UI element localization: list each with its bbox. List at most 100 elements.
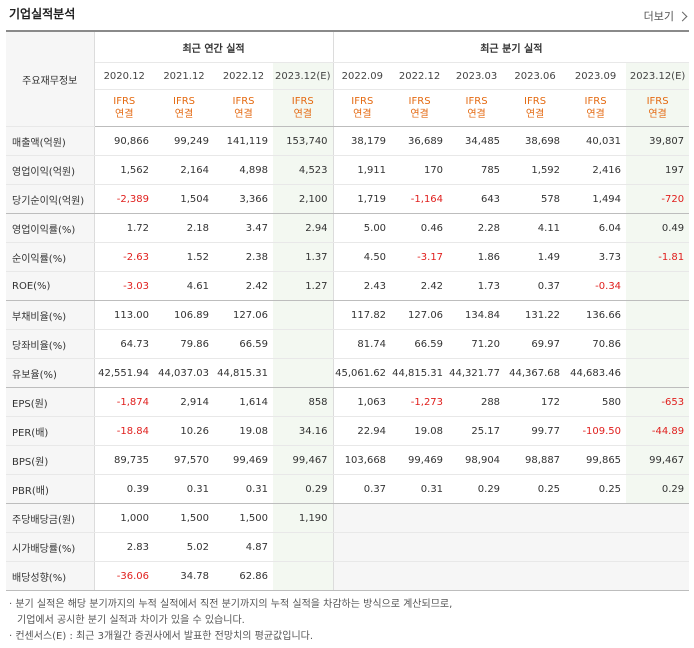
table-cell: 2.28 [448, 213, 506, 243]
table-cell [565, 561, 627, 591]
ifrs-label-bottom: 연결 [174, 109, 194, 120]
ifrs-label-top: IFRS [465, 96, 488, 107]
table-cell: 1.86 [448, 242, 506, 272]
table-cell: 106.89 [154, 300, 214, 330]
table-cell: 64.73 [94, 329, 154, 359]
table-cell: 153,740 [273, 126, 334, 156]
table-cell: 858 [273, 387, 334, 417]
table-cell: 62.86 [214, 561, 273, 591]
ifrs-label-top: IFRS [584, 96, 607, 107]
table-cell [273, 329, 334, 359]
table-cell [505, 532, 566, 562]
row-label: PER(배) [6, 416, 95, 446]
table-cell [626, 532, 690, 562]
ifrs-label-bottom: 연결 [410, 109, 429, 120]
table-cell [332, 532, 392, 562]
table-cell: 38,179 [332, 126, 392, 156]
table-cell: 4.50 [332, 242, 392, 272]
more-link-label: 더보기 [643, 10, 674, 23]
table-cell: 1.52 [154, 242, 214, 272]
table-cell: -653 [626, 387, 690, 417]
table-cell: 4,523 [273, 155, 334, 185]
table-cell: 19.08 [391, 416, 449, 446]
table-row: 영업이익(억원) 1,562 2,164 4,898 4,523 1,911 170 785 1… [6, 155, 690, 185]
table-cell: 127.06 [391, 300, 449, 330]
table-cell: -1.81 [626, 242, 690, 272]
more-link[interactable]: 더보기 [643, 8, 688, 24]
table-cell [565, 503, 627, 533]
footnote-line: · 컨센서스(E) : 최근 3개월간 증권사에서 발표한 전망치의 평균값입니… [9, 631, 314, 642]
table-cell: 6.04 [565, 213, 627, 243]
ifrs-label: IFRS 연결 [391, 89, 449, 127]
table-cell: 1,719 [332, 184, 392, 214]
section-title: 기업실적분석 [9, 7, 76, 21]
period-header: 2022.12 [214, 62, 273, 90]
table-cell: 1.72 [94, 213, 154, 243]
table-cell: 1,500 [214, 503, 273, 533]
period-header: 2020.12 [94, 62, 154, 90]
row-label: PBR(배) [6, 474, 95, 504]
table-cell [448, 561, 506, 591]
row-label: 유보율(%) [6, 358, 95, 388]
table-cell: 578 [505, 184, 566, 214]
table-row: PBR(배) 0.39 0.31 0.31 0.29 0.37 0.31 0.29 0.25 0.… [6, 474, 690, 504]
table-cell [626, 271, 690, 301]
ifrs-label: IFRS 연결 [94, 89, 154, 127]
table-body: 매출액(억원) 90,866 99,249 141,119 153,740 38,179 3… [6, 126, 690, 591]
table-cell: 99,469 [214, 445, 273, 475]
table-cell: 0.37 [505, 271, 566, 301]
table-cell: 66.59 [214, 329, 273, 359]
table-cell: 4.87 [214, 532, 273, 562]
table-cell [391, 532, 449, 562]
table-cell [273, 300, 334, 330]
table-cell [332, 561, 392, 591]
table-cell: -1,273 [391, 387, 449, 417]
table-cell: 1.73 [448, 271, 506, 301]
ifrs-label-bottom: 연결 [525, 109, 545, 120]
table-cell: 25.17 [448, 416, 506, 446]
table-cell: 1,500 [154, 503, 214, 533]
table-cell: 197 [626, 155, 690, 185]
table-cell: 2,416 [565, 155, 627, 185]
footnote-line: 기업에서 공시한 분기 실적과 차이가 있을 수 있습니다. [17, 615, 245, 626]
table-cell: 1.49 [505, 242, 566, 272]
table-cell: 580 [565, 387, 627, 417]
table-cell: 134.84 [448, 300, 506, 330]
footnotes: · 분기 실적은 해당 분기까지의 누적 실적에서 직전 분기까지의 누적 실적… [9, 597, 452, 645]
ifrs-label: IFRS 연결 [154, 89, 214, 127]
period-header: 2021.12 [154, 62, 214, 90]
table-cell [626, 358, 690, 388]
table-cell: 172 [505, 387, 566, 417]
ifrs-label: IFRS 연결 [626, 89, 690, 127]
table-cell: 1,911 [332, 155, 392, 185]
ifrs-label-top: IFRS [524, 96, 547, 107]
ifrs-label-top: IFRS [351, 96, 374, 107]
table-cell: 0.31 [154, 474, 214, 504]
table-cell: 5.02 [154, 532, 214, 562]
table-cell: -36.06 [94, 561, 154, 591]
row-label: EPS(원) [6, 387, 95, 417]
table-cell: 3,366 [214, 184, 273, 214]
table-cell: 44,815.31 [391, 358, 449, 388]
table-row: 유보율(%) 42,551.94 44,037.03 44,815.31 45,061.… [6, 358, 690, 388]
table-cell [626, 300, 690, 330]
table-cell: 103,668 [332, 445, 392, 475]
footnote-line: · 분기 실적은 해당 분기까지의 누적 실적에서 직전 분기까지의 누적 실적… [9, 599, 453, 610]
table-cell: 1.37 [273, 242, 334, 272]
table-cell: 42,551.94 [94, 358, 154, 388]
ifrs-label: IFRS 연결 [448, 89, 506, 127]
table-cell: 2.42 [214, 271, 273, 301]
table-cell: 99,469 [391, 445, 449, 475]
table-cell: 69.97 [505, 329, 566, 359]
table-cell: 643 [448, 184, 506, 214]
table-cell: 34.16 [273, 416, 334, 446]
table-cell: 2.83 [94, 532, 154, 562]
ifrs-label: IFRS 연결 [214, 89, 273, 127]
table-cell: 36,689 [391, 126, 449, 156]
row-label: 순이익률(%) [6, 242, 95, 272]
table-cell: 0.46 [391, 213, 449, 243]
table-cell: 3.73 [565, 242, 627, 272]
quarter-group-header: 최근 분기 실적 [332, 31, 690, 63]
row-label: BPS(원) [6, 445, 95, 475]
